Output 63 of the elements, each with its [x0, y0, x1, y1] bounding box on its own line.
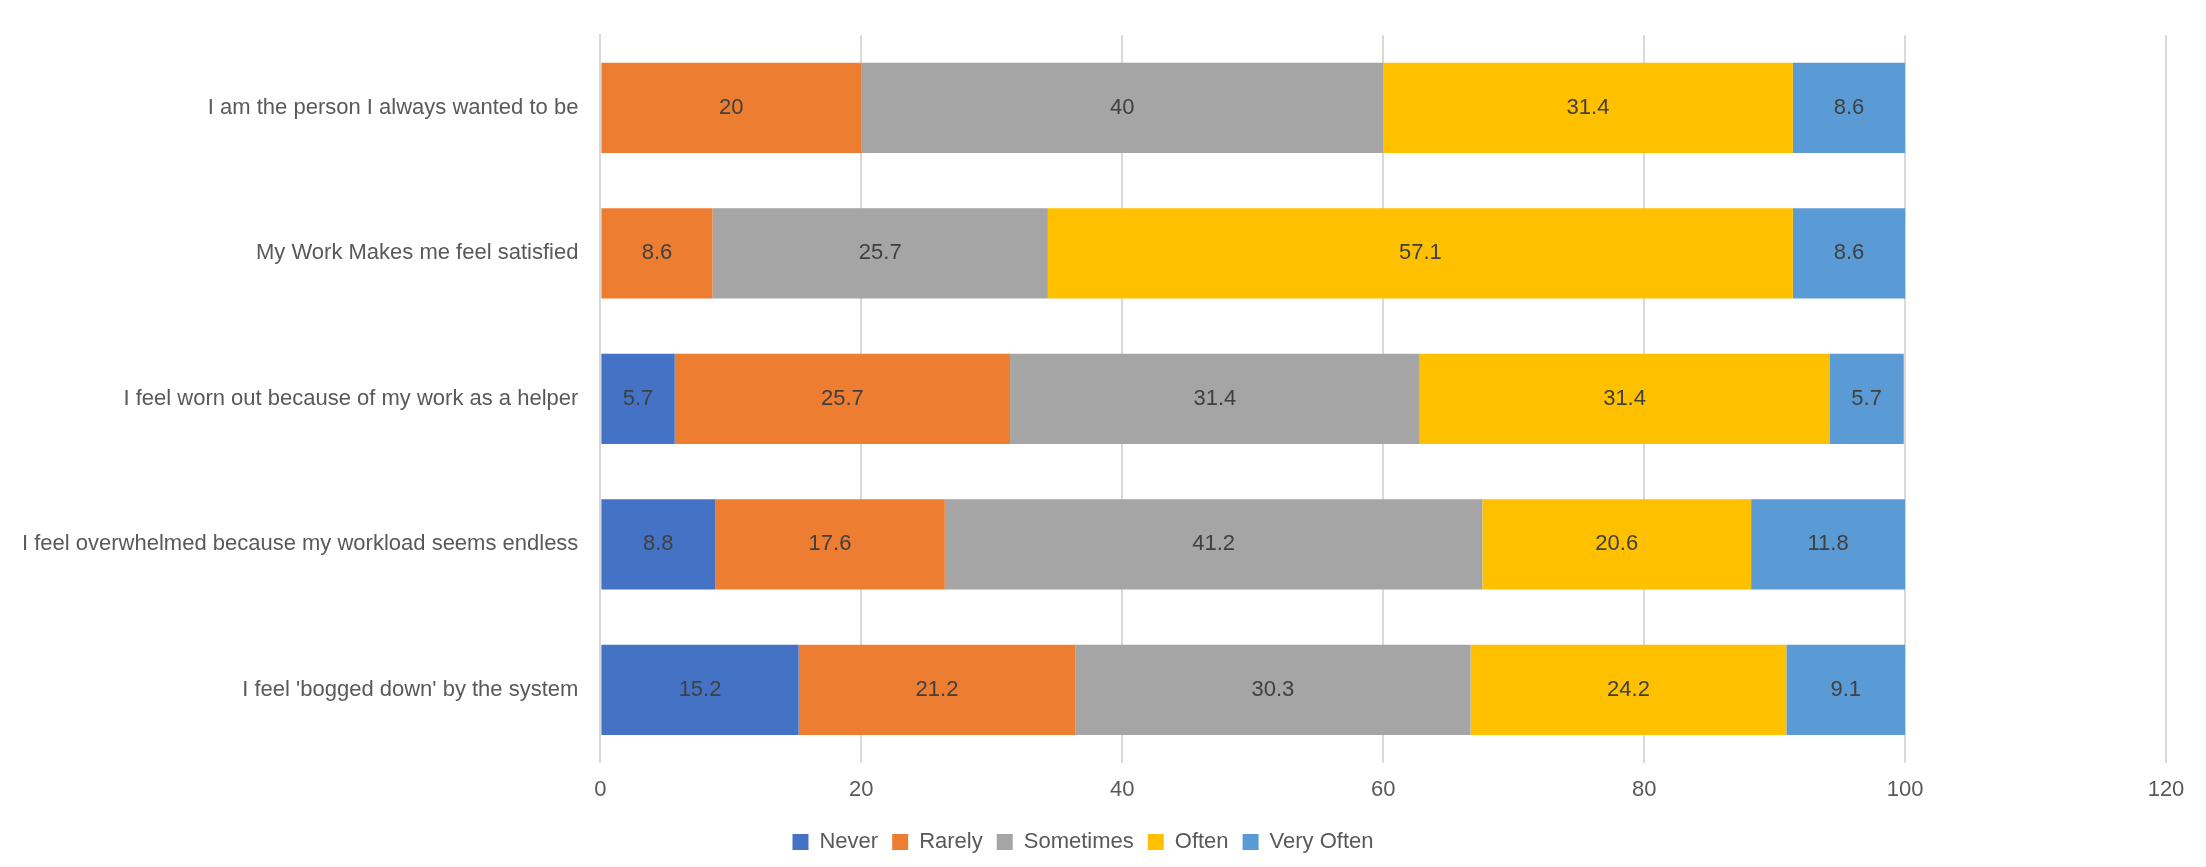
legend-label: Rarely: [919, 828, 983, 854]
legend-label: Never: [819, 828, 879, 854]
bar: [601, 208, 713, 299]
x-tick-label: 40: [1110, 775, 1135, 801]
bar: [1786, 644, 1906, 735]
bar: [1470, 644, 1787, 735]
x-tick-label: 120: [2147, 775, 2185, 801]
bar: [1482, 499, 1752, 590]
data-label: 5.7: [622, 384, 654, 410]
bar: [601, 353, 675, 444]
data-label: 8.6: [641, 239, 673, 265]
y-tick-label: My Work Makes me feel satisfied: [256, 239, 579, 265]
bar: [1792, 62, 1906, 154]
bar: [1010, 353, 1420, 444]
data-label: 8.6: [1833, 239, 1865, 265]
bar: [715, 499, 945, 590]
y-tick-label: I feel worn out because of my work as a helper: [123, 384, 579, 410]
data-label: 31.4: [1603, 384, 1646, 410]
bar: [1047, 208, 1793, 299]
bar: [1792, 208, 1906, 299]
x-tick-label: 100: [1886, 775, 1924, 801]
data-label: 57.1: [1398, 239, 1442, 265]
bar: [601, 62, 862, 154]
legend-label: Often: [1174, 828, 1229, 854]
x-tick-label: 20: [849, 775, 874, 801]
data-label: 40: [1110, 94, 1135, 119]
data-label: 17.6: [808, 530, 852, 556]
data-label: 25.7: [820, 384, 864, 410]
bar: [798, 644, 1076, 735]
data-label: 20: [719, 94, 744, 119]
data-label: 31.4: [1566, 94, 1610, 119]
bar: [1075, 644, 1471, 735]
bar: [944, 499, 1483, 590]
bar: [1829, 353, 1904, 444]
data-label: 15.2: [678, 675, 722, 701]
x-tick-label: 80: [1631, 775, 1657, 801]
y-tick-label: I am the person I always wanted to be: [207, 94, 579, 119]
data-label: 11.8: [1807, 530, 1849, 556]
data-label: 8.6: [1833, 94, 1865, 119]
legend-label: Very Often: [1269, 828, 1374, 854]
bar: [601, 499, 716, 590]
x-tick-label: 60: [1370, 775, 1396, 801]
data-label: 9.1: [1830, 675, 1861, 701]
y-tick-label: I feel overwhelmed because my workload seems endless: [21, 530, 579, 556]
bar: [1751, 499, 1906, 590]
bar: [1419, 353, 1830, 444]
data-label: 5.7: [1851, 384, 1882, 410]
bar: [601, 644, 799, 735]
data-label: 30.3: [1251, 675, 1295, 701]
data-label: 31.4: [1193, 384, 1237, 410]
data-label: 8.8: [642, 530, 674, 556]
data-label: 24.2: [1607, 675, 1650, 701]
x-tick-label: 0: [594, 775, 607, 801]
data-label: 20.6: [1595, 530, 1639, 556]
bar: [861, 62, 1384, 154]
legend-label: Sometimes: [1023, 828, 1134, 854]
bar: [674, 353, 1011, 444]
data-label: 21.2: [915, 675, 959, 701]
data-label: 41.2: [1192, 530, 1235, 556]
y-tick-label: I feel 'bogged down' by the system: [242, 675, 579, 701]
data-label: 25.7: [858, 239, 902, 265]
bar: [712, 208, 1048, 299]
bar: [1383, 62, 1793, 154]
